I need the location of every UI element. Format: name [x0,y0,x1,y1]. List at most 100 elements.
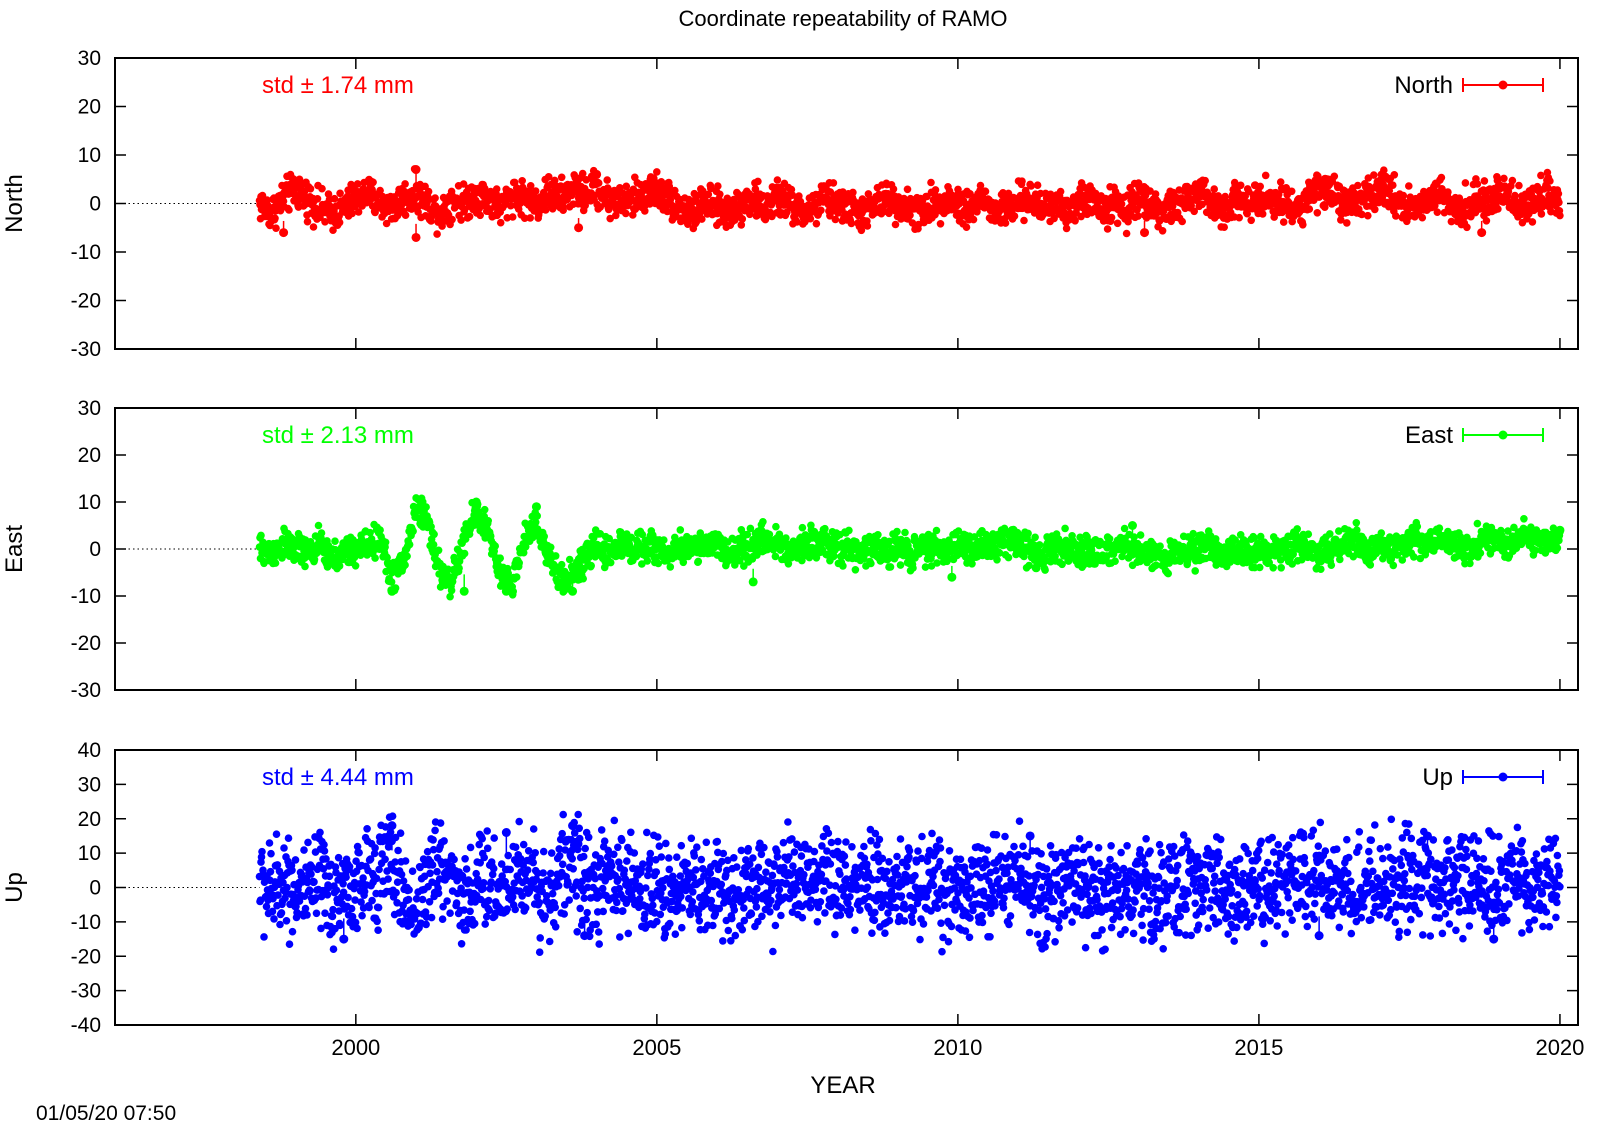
data-point [1277,564,1285,572]
data-point [1321,203,1329,211]
data-point [603,176,611,184]
data-point [518,177,526,185]
data-point [1063,225,1071,233]
y-tick-label: -10 [71,241,101,264]
data-point [1483,217,1491,225]
data-point [1108,214,1116,222]
data-point [774,176,782,184]
data-point [1005,554,1013,562]
data-point [1293,525,1301,533]
data-point [1555,190,1563,198]
data-point [371,554,379,562]
data-point [540,533,548,541]
data-point [1111,557,1119,565]
data-point [993,556,1001,564]
legend-marker [1499,431,1508,440]
outlier-point [1477,228,1486,237]
data-point [906,212,914,220]
data-point [1546,177,1554,185]
y-tick-label: -20 [71,632,101,655]
data-point [526,214,534,222]
data-point [622,210,630,218]
data-point [1391,171,1399,179]
data-point [307,185,315,193]
data-point [1259,210,1267,218]
data-point [1354,182,1362,190]
data-point [892,221,900,229]
data-point [331,537,339,545]
data-point [1314,209,1322,217]
y-tick-label: 20 [78,444,101,467]
legend-label: East [1405,422,1453,449]
y-tick-label: 10 [78,144,101,167]
data-point [1288,188,1296,196]
data-point [1456,194,1464,202]
data-point [887,563,895,571]
legend-marker [1499,81,1508,90]
data-point [848,220,856,228]
data-point [430,531,438,539]
data-point [336,219,344,227]
data-point [1306,205,1314,213]
data-point [970,216,978,224]
data-point [695,558,703,566]
data-point [513,573,521,581]
data-point [754,178,762,186]
data-point [1328,561,1336,569]
legend-label: North [1394,72,1453,99]
data-point [849,189,857,197]
y-tick-label: 30 [78,47,101,70]
data-point [1269,564,1277,572]
data-point [403,553,411,561]
data-point [772,553,780,561]
data-point [813,220,821,228]
data-point [272,224,280,232]
data-point [904,186,912,194]
data-point [448,216,456,224]
outlier-point [1140,228,1149,237]
data-point [839,562,847,570]
std-label: std ± 1.74 mm [262,72,414,99]
data-point [1500,175,1508,183]
data-point [1444,188,1452,196]
data-point [476,212,484,220]
data-point [446,593,454,601]
data-point [772,523,780,531]
chart-title: Coordinate repeatability of RAMO [679,6,1008,31]
data-point [607,559,615,567]
data-point [1027,182,1035,190]
data-point [1556,212,1564,220]
data-point [558,174,566,182]
y-tick-label: -20 [71,290,101,313]
data-point [493,185,501,193]
data-point [533,512,541,520]
data-point [817,207,825,215]
data-point [558,561,566,569]
data-point [660,536,668,544]
data-point [1299,221,1307,229]
data-point [864,222,872,230]
data-point [455,564,463,572]
data-point [1371,206,1379,214]
data-point [1529,218,1537,226]
data-point [1538,210,1546,218]
data-point [1011,212,1019,220]
data-point [1002,219,1010,227]
data-point [310,223,318,231]
data-point [909,564,917,572]
y-axis-label: North [1,174,28,233]
data-point [382,539,390,547]
data-point [890,185,898,193]
data-point [1118,200,1126,208]
data-point [1256,564,1264,572]
data-point [982,188,990,196]
data-point [714,182,722,190]
data-point [832,216,840,224]
data-point [932,186,940,194]
data-point [318,185,326,193]
data-point [1378,529,1386,537]
data-point [496,554,504,562]
data-point [1392,212,1400,220]
data-point [547,544,555,552]
